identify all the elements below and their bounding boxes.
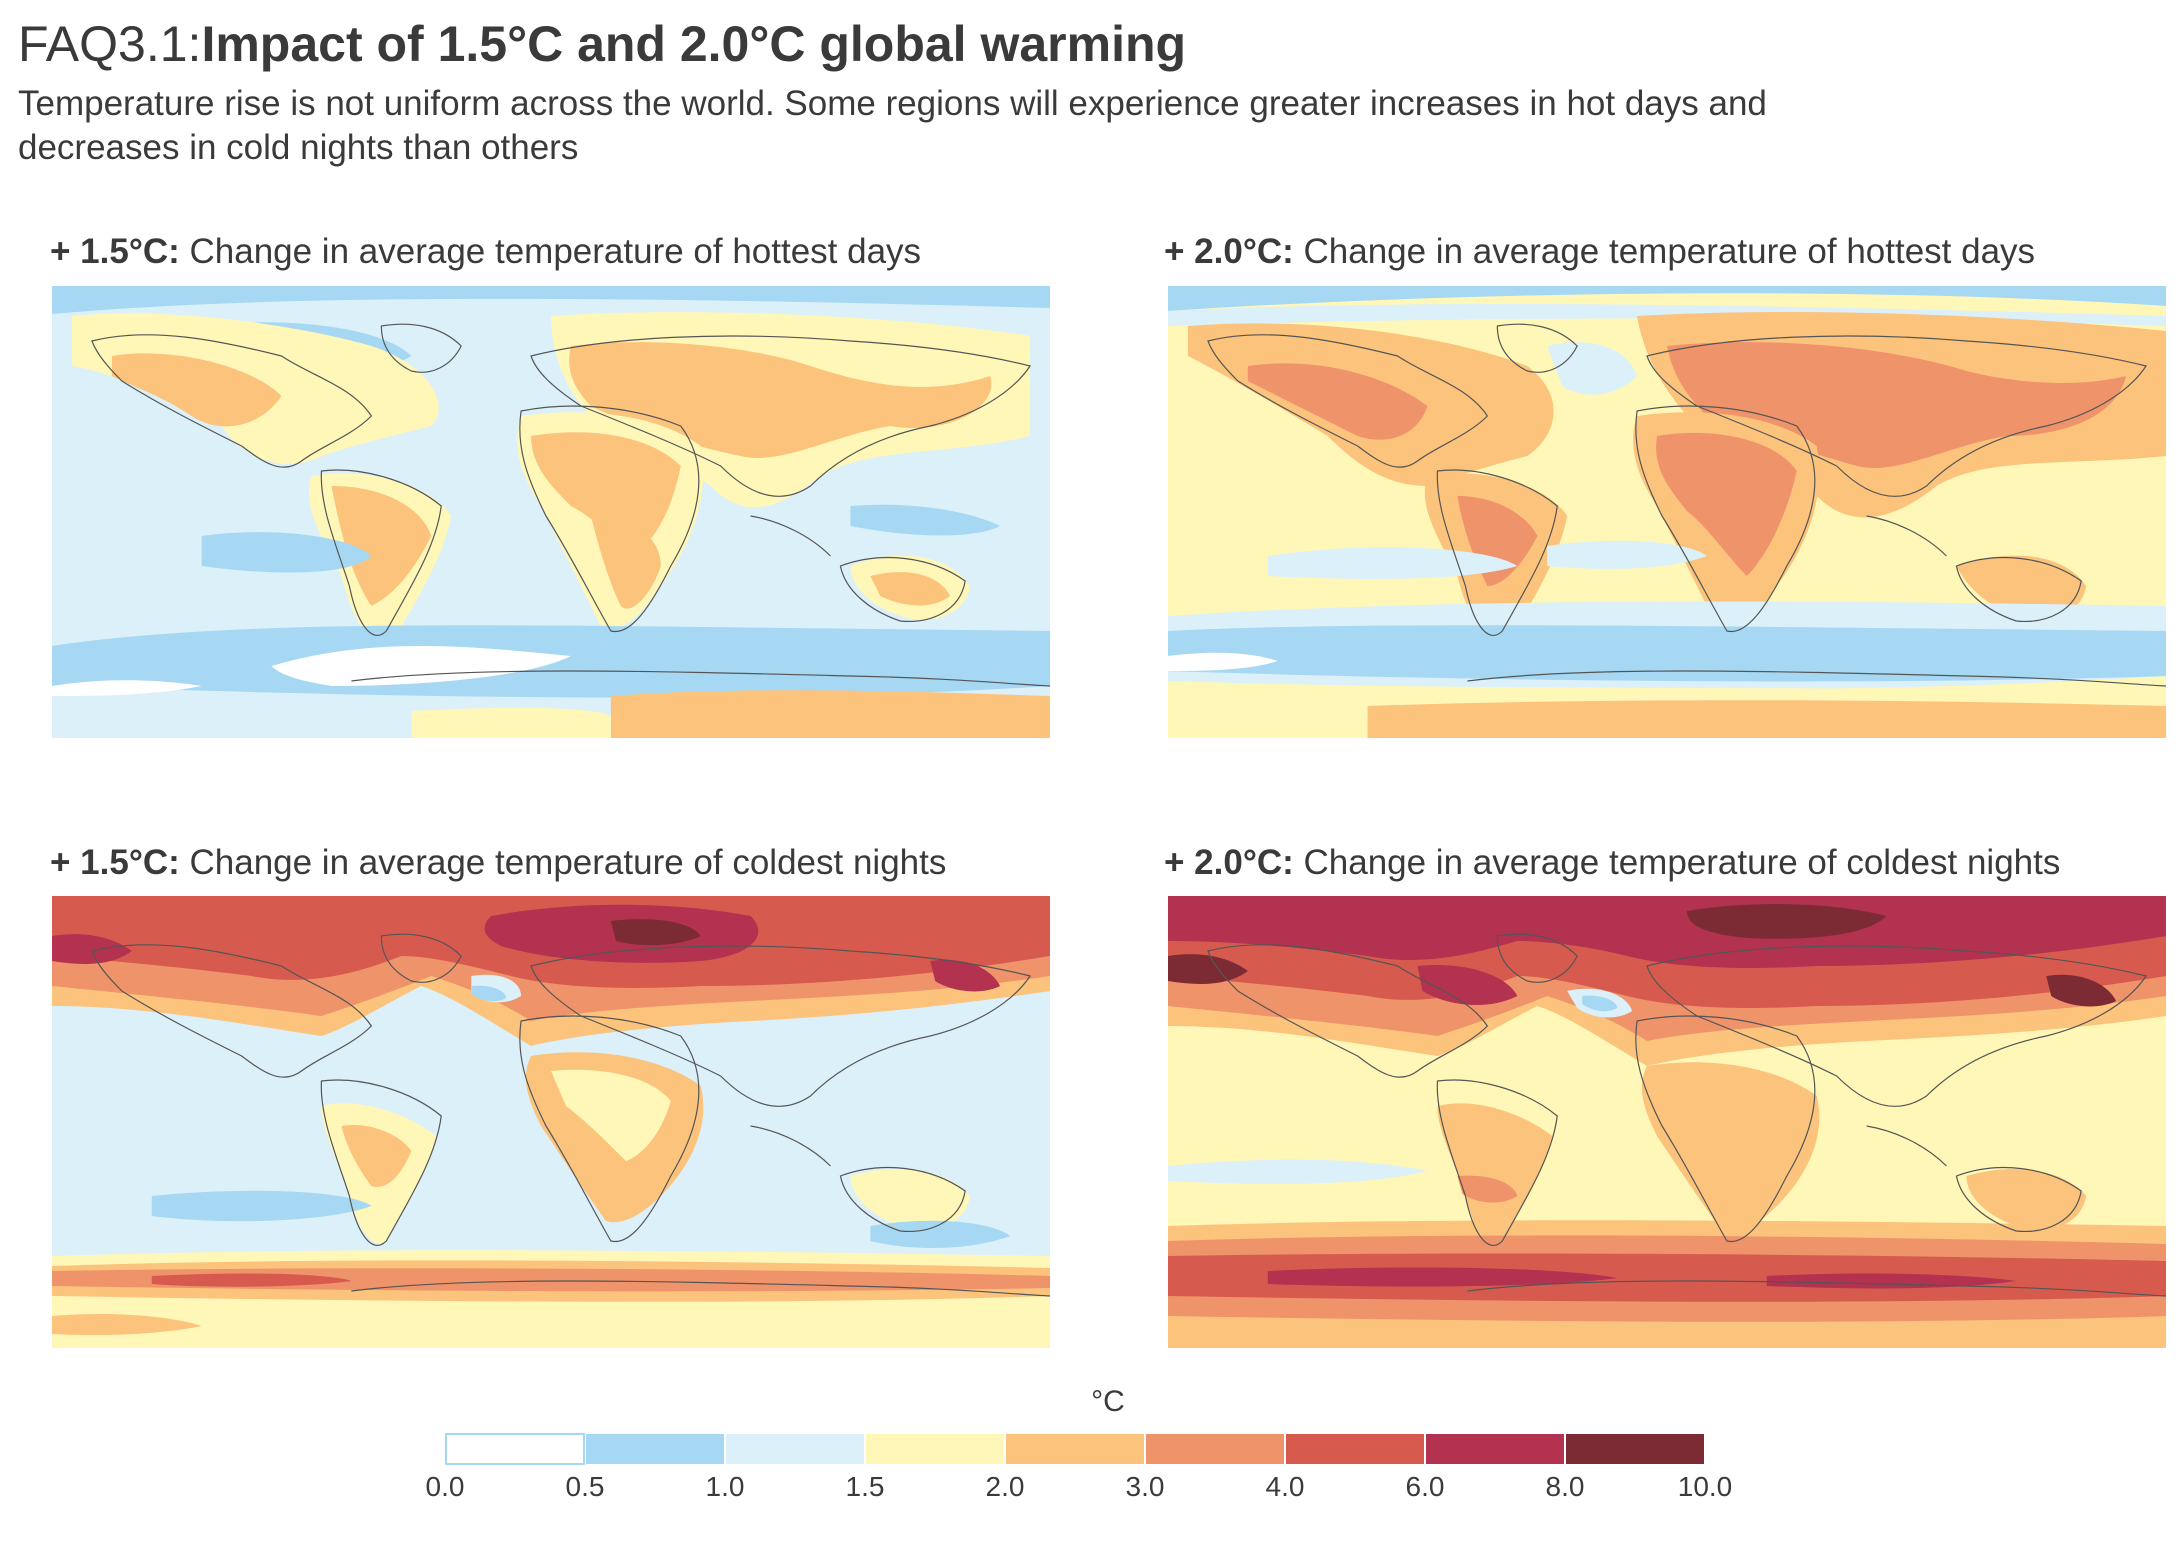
panel-title-cold-20: + 2.0°C: Change in average temperature o…: [1164, 841, 2060, 885]
map-cold-nights-20: [1168, 896, 2166, 1348]
legend-bin-1: [586, 1434, 724, 1464]
panel-warming-label: + 2.0°C:: [1164, 843, 1294, 882]
panel-warming-label: + 2.0°C:: [1164, 232, 1294, 271]
panel-warming-label: + 1.5°C:: [50, 232, 180, 271]
legend-bin-7: [1426, 1434, 1564, 1464]
figure-title-prefix: FAQ3.1:: [18, 16, 202, 72]
legend-tick-label: 4.0: [1265, 1471, 1305, 1502]
figure-title-main: Impact of 1.5°C and 2.0°C global warming: [201, 16, 1187, 72]
legend-tick-label: 1.0: [705, 1471, 745, 1502]
panel-warming-label: + 1.5°C:: [50, 843, 180, 882]
legend-bin-8: [1566, 1434, 1704, 1464]
legend-unit: °C: [1091, 1385, 1125, 1418]
legend-bin-6: [1286, 1434, 1424, 1464]
legend-tick-label: 0.0: [425, 1471, 465, 1502]
panel-title-cold-15: + 1.5°C: Change in average temperature o…: [50, 841, 946, 885]
legend-bin-3: [866, 1434, 1004, 1464]
panel-title-hot-15: + 1.5°C: Change in average temperature o…: [50, 230, 921, 274]
legend-bin-5: [1146, 1434, 1284, 1464]
map-cold-nights-15: [52, 896, 1050, 1348]
legend-tick-label: 2.0: [985, 1471, 1025, 1502]
legend-bin-2: [726, 1434, 864, 1464]
legend-bin-4: [1006, 1434, 1144, 1464]
legend-colorbar: [445, 1433, 1705, 1465]
legend-tick-label: 0.5: [565, 1471, 605, 1502]
panel-description: Change in average temperature of coldest…: [189, 843, 947, 882]
map-hot-days-20: [1168, 286, 2166, 738]
map-hot-days-15: [52, 286, 1050, 738]
legend-tick-label: 10.0: [1677, 1471, 1733, 1502]
panel-title-hot-20: + 2.0°C: Change in average temperature o…: [1164, 230, 2035, 274]
legend-tick-label: 1.5: [845, 1471, 885, 1502]
legend-tick-label: 6.0: [1405, 1471, 1445, 1502]
legend-bin-0: [445, 1433, 585, 1465]
legend-tick-label: 8.0: [1545, 1471, 1585, 1502]
legend-tick-label: 3.0: [1125, 1471, 1165, 1502]
figure-subtitle: Temperature rise is not uniform across t…: [18, 84, 1767, 167]
panel-description: Change in average temperature of hottest…: [189, 232, 922, 271]
figure-title: FAQ3.1:Impact of 1.5°C and 2.0°C global …: [18, 14, 1186, 74]
panel-description: Change in average temperature of coldest…: [1303, 843, 2061, 882]
panel-description: Change in average temperature of hottest…: [1303, 232, 2036, 271]
